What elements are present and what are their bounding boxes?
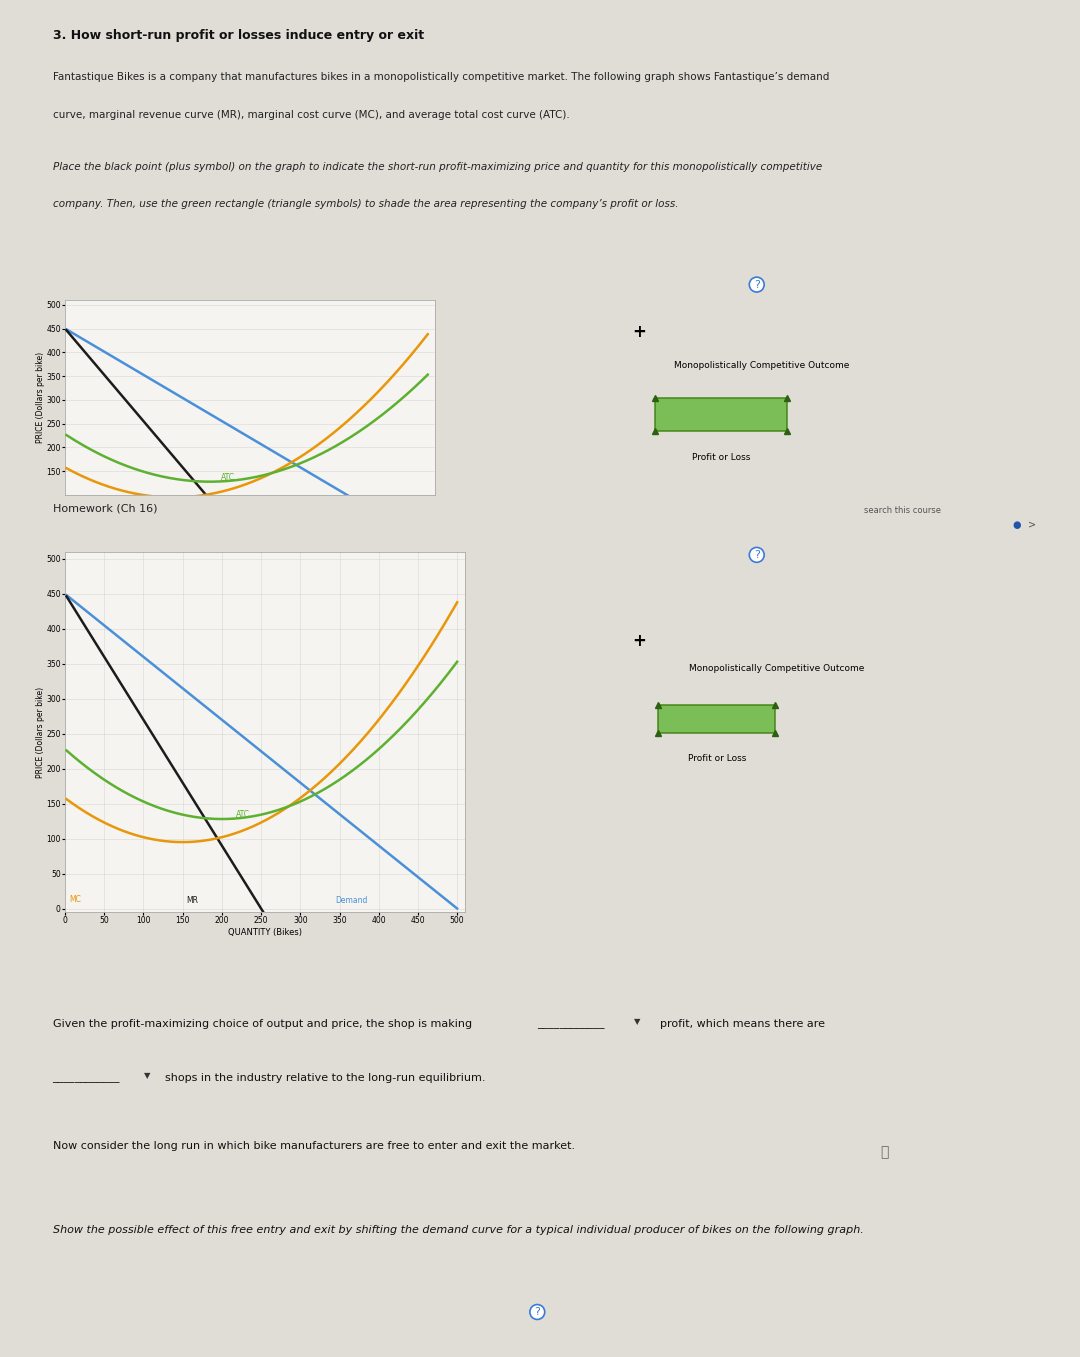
Text: ____________: ____________: [538, 1019, 605, 1030]
Text: Profit or Loss: Profit or Loss: [692, 453, 751, 461]
Text: ⤵: ⤵: [880, 1145, 889, 1159]
Text: curve, marginal revenue curve (MR), marginal cost curve (MC), and average total : curve, marginal revenue curve (MR), marg…: [53, 110, 569, 119]
Text: Show the possible effect of this free entry and exit by shifting the demand curv: Show the possible effect of this free en…: [53, 1224, 863, 1235]
Text: Monopolistically Competitive Outcome: Monopolistically Competitive Outcome: [674, 361, 850, 369]
Text: Demand: Demand: [336, 896, 368, 905]
Text: Place the black point (plus symbol) on the graph to indicate the short-run profi: Place the black point (plus symbol) on t…: [53, 161, 822, 171]
Text: ?: ?: [754, 550, 759, 560]
Text: +: +: [633, 631, 646, 650]
Text: Profit or Loss: Profit or Loss: [688, 754, 746, 763]
Text: search this course: search this course: [864, 506, 941, 516]
Text: ?: ?: [754, 280, 759, 289]
Text: Given the profit-maximizing choice of output and price, the shop is making: Given the profit-maximizing choice of ou…: [53, 1019, 472, 1030]
Text: profit, which means there are: profit, which means there are: [660, 1019, 825, 1030]
Text: shops in the industry relative to the long-run equilibrium.: shops in the industry relative to the lo…: [165, 1072, 485, 1083]
Text: Fantastique Bikes is a company that manufactures bikes in a monopolistically com: Fantastique Bikes is a company that manu…: [53, 72, 828, 81]
Text: ATC: ATC: [221, 474, 235, 482]
Text: Homework (Ch 16): Homework (Ch 16): [53, 503, 157, 514]
Text: MC: MC: [69, 894, 81, 904]
Text: ?: ?: [535, 1307, 540, 1318]
Text: ATC: ATC: [237, 810, 249, 818]
Text: ●: ●: [1013, 520, 1022, 529]
Y-axis label: PRICE (Dollars per bike): PRICE (Dollars per bike): [36, 687, 44, 778]
Text: Monopolistically Competitive Outcome: Monopolistically Competitive Outcome: [689, 664, 865, 673]
Text: ▼: ▼: [634, 1018, 640, 1026]
Text: 3. How short-run profit or losses induce entry or exit: 3. How short-run profit or losses induce…: [53, 30, 423, 42]
X-axis label: QUANTITY (Bikes): QUANTITY (Bikes): [228, 928, 302, 936]
Text: Now consider the long run in which bike manufacturers are free to enter and exit: Now consider the long run in which bike …: [53, 1141, 575, 1151]
Text: ____________: ____________: [53, 1072, 120, 1083]
FancyBboxPatch shape: [658, 706, 775, 733]
Text: ▼: ▼: [145, 1071, 151, 1080]
Y-axis label: PRICE (Dollars per bike): PRICE (Dollars per bike): [36, 351, 44, 444]
Text: company. Then, use the green rectangle (triangle symbols) to shade the area repr: company. Then, use the green rectangle (…: [53, 199, 678, 209]
FancyBboxPatch shape: [654, 398, 787, 432]
Text: MR: MR: [187, 896, 199, 905]
Text: >: >: [1028, 520, 1037, 529]
Text: +: +: [633, 323, 646, 341]
